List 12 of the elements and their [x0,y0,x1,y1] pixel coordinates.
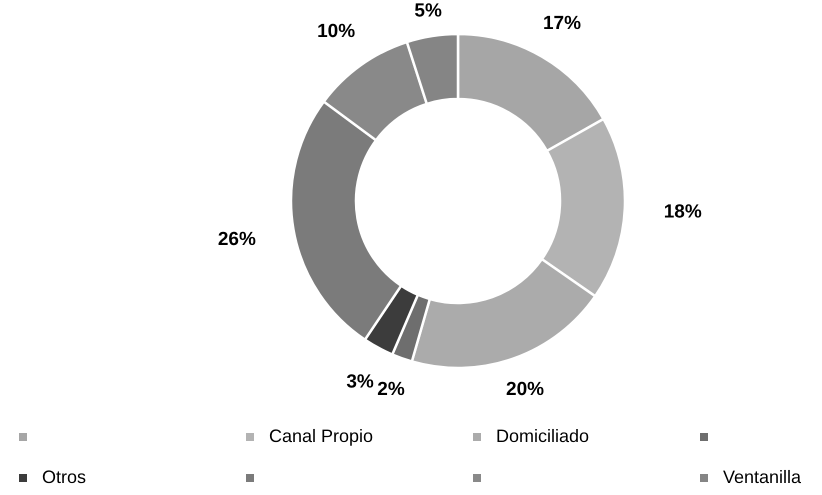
legend-label: Ventanilla [723,467,802,487]
data-label: 5% [414,0,442,22]
data-label: 18% [664,201,702,222]
data-label: 20% [506,379,544,400]
data-label: 2% [377,379,405,400]
legend-label: Otros [42,467,86,487]
data-label: 10% [317,21,356,42]
legend-label: Canal Propio [269,426,374,446]
data-label: 17% [542,12,582,34]
data-label: 3% [346,371,374,392]
legend-label: Domiciliado [496,426,590,446]
data-label: 26% [218,229,256,250]
